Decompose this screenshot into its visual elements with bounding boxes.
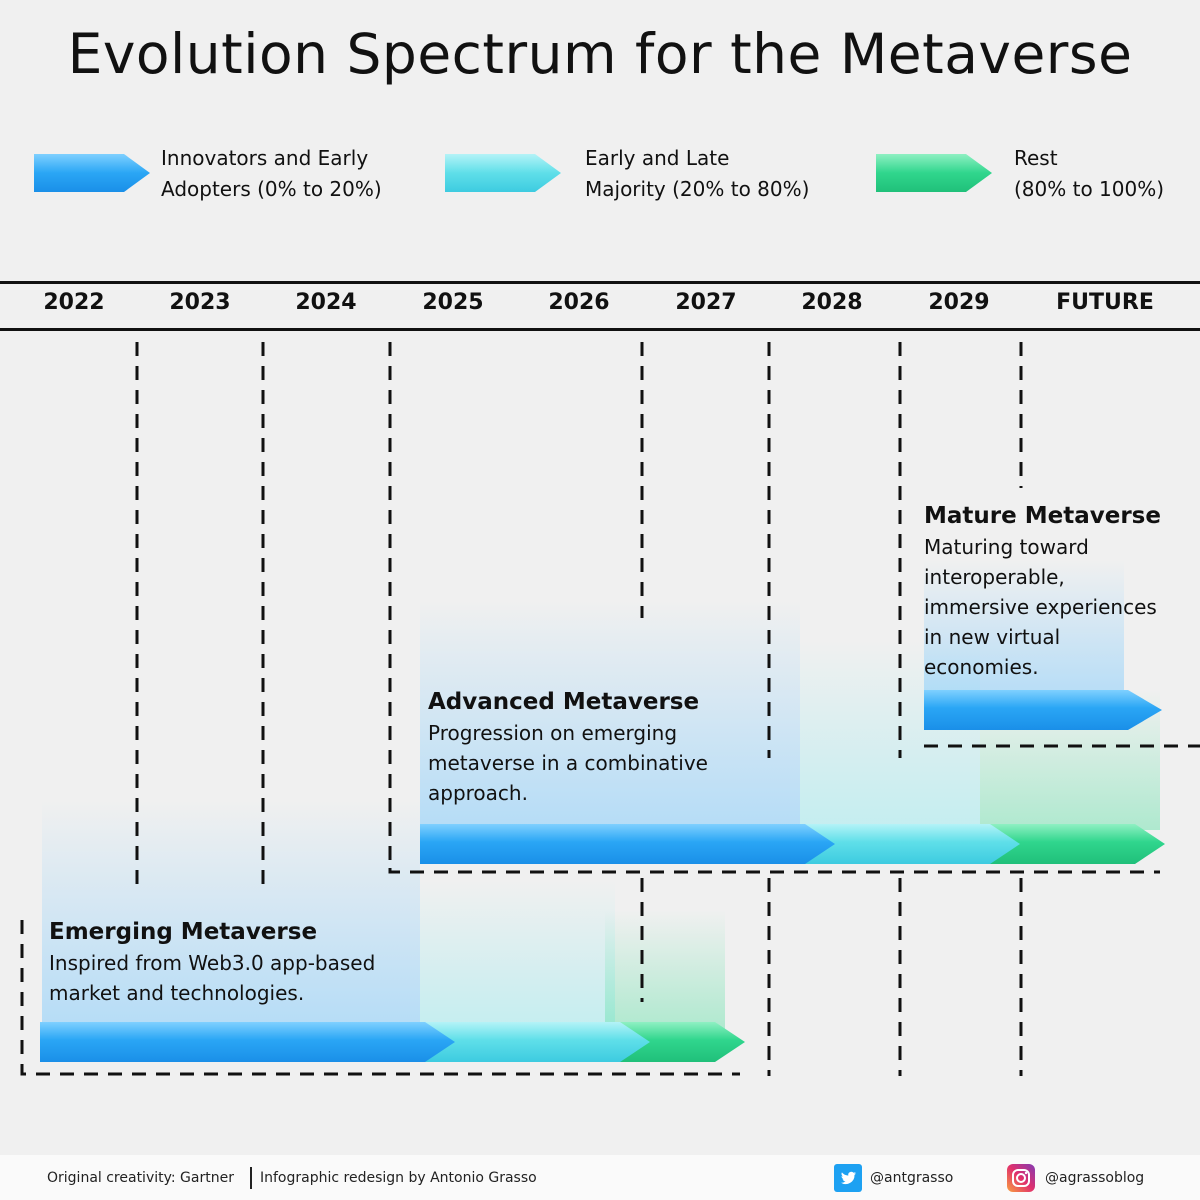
year-future: FUTURE: [1056, 290, 1154, 315]
mature-arrows: [924, 690, 1162, 730]
stage-frames: [20, 744, 1200, 1076]
twitter-handle[interactable]: @antgrasso: [870, 1170, 954, 1186]
timeline-header: [0, 281, 1200, 331]
year-2024: 2024: [295, 290, 357, 315]
year-2029: 2029: [928, 290, 990, 315]
legend-label-majority: Early and Late Majority (20% to 80%): [585, 146, 810, 201]
footer: [0, 1155, 1200, 1200]
credit-original: Original creativity: Gartner: [47, 1170, 234, 1186]
advanced-arrow-innovators: [420, 824, 835, 864]
credit-redesign: Infographic redesign by Antonio Grasso: [260, 1170, 537, 1186]
emerging-arrow-rest: [600, 1022, 745, 1062]
arrow-glows: [42, 560, 1160, 1030]
legend-arrow-innovators: [34, 154, 150, 192]
page-title: Evolution Spectrum for the Metaverse: [67, 22, 1133, 86]
stage-emerging-title: Emerging Metaverse: [49, 919, 318, 945]
legend-label-rest: Rest (80% to 100%): [1014, 146, 1165, 201]
twitter-icon[interactable]: [834, 1164, 862, 1192]
emerging-arrow-majority: [415, 1022, 650, 1062]
advanced-arrow-majority: [795, 824, 1020, 864]
year-2023: 2023: [169, 290, 231, 315]
emerging-arrows: [40, 1022, 745, 1062]
stage-emerging: Emerging Metaverse Inspired from Web3.0 …: [49, 916, 375, 1008]
footer-divider: [250, 1167, 252, 1189]
year-2025: 2025: [422, 290, 484, 315]
stage-mature: Mature Metaverse Maturing toward interop…: [924, 500, 1161, 682]
stage-advanced: Advanced Metaverse Progression on emergi…: [428, 686, 708, 808]
instagram-handle[interactable]: @agrassoblog: [1045, 1170, 1145, 1186]
year-2022: 2022: [43, 290, 105, 315]
instagram-icon[interactable]: [1007, 1164, 1035, 1192]
stage-advanced-title: Advanced Metaverse: [428, 689, 700, 715]
year-2026: 2026: [548, 290, 610, 315]
year-dividers: [135, 342, 1023, 1076]
stage-mature-title: Mature Metaverse: [924, 503, 1161, 529]
advanced-arrow-rest: [975, 824, 1165, 864]
legend-label-innovators: Innovators and Early Adopters (0% to 20%): [161, 146, 382, 201]
legend-arrow-majority: [445, 154, 561, 192]
year-2027: 2027: [675, 290, 737, 315]
legend-arrow-rest: [876, 154, 992, 192]
year-2028: 2028: [801, 290, 863, 315]
advanced-arrows: [420, 824, 1165, 864]
emerging-arrow-innovators: [40, 1022, 455, 1062]
mature-arrow-innovators: [924, 690, 1162, 730]
